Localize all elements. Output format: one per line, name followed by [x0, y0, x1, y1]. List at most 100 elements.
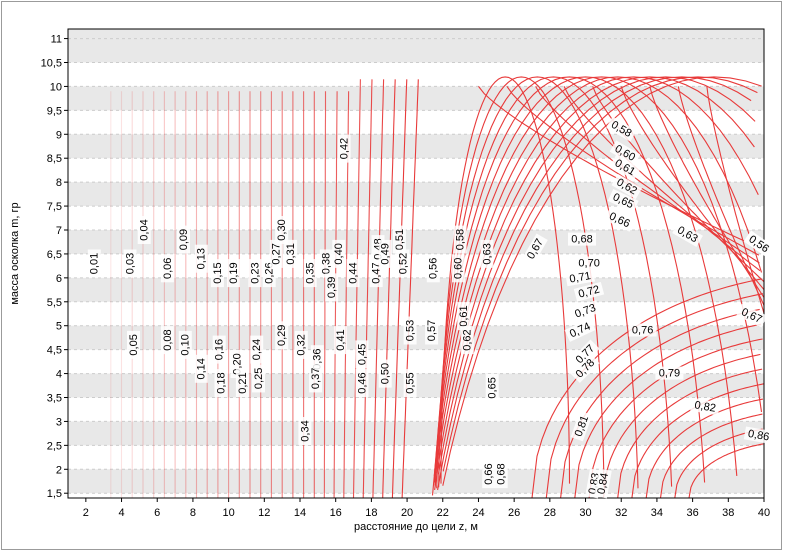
contour-label: 0,29 [276, 325, 288, 346]
contour-label-group: 0,55 [403, 369, 417, 398]
grid-band [68, 469, 764, 494]
x-tick-label: 36 [686, 507, 698, 519]
contour-label-group: 0,37 [309, 364, 323, 393]
x-tick-label: 38 [722, 507, 734, 519]
contour-label-group: 0,39 [325, 273, 339, 302]
contour-line [433, 76, 738, 476]
y-tick-label: 8 [56, 177, 62, 189]
y-tick-label: 6,5 [47, 249, 62, 261]
contour-label: 0,56 [428, 258, 440, 279]
x-tick-label: 22 [437, 507, 449, 519]
contour-label-bg [210, 259, 224, 288]
contour-label-group: 0,15 [210, 259, 224, 288]
contour-label: 0,61 [458, 305, 470, 326]
contour-label-bg [355, 340, 369, 369]
contour-label: 0,16 [214, 339, 226, 360]
contour-label-bg [570, 353, 600, 383]
contour-label-group: 0,06 [160, 254, 174, 283]
contour-label: 0,38 [321, 253, 333, 274]
contour-label: 0,40 [333, 243, 345, 264]
contour-label-bg [522, 233, 548, 265]
contour-label: 0,46 [356, 372, 368, 393]
contour-label: 0,71 [569, 270, 592, 286]
contour-label-bg [485, 373, 499, 402]
contour-label: 0,53 [405, 320, 417, 341]
contour-label-group: 0,05 [127, 330, 140, 359]
contour-label: 0,03 [124, 253, 136, 274]
contour-label-bg [284, 239, 298, 268]
contour-label: 0,14 [196, 358, 208, 379]
contour-line [440, 76, 571, 484]
contour-label-group: 0,19 [227, 259, 240, 288]
contour-label: 0,72 [577, 284, 601, 301]
x-axis-title: расстояние до цели z, м [354, 521, 478, 533]
contour-label-bg [607, 189, 639, 213]
x-tick-label: 14 [294, 507, 306, 519]
x-tick-label: 18 [365, 507, 377, 519]
contour-label-group: 0,76 [628, 323, 657, 337]
contour-label: 0,45 [356, 344, 368, 365]
contour-label-bg [655, 366, 684, 380]
contour-line [442, 76, 762, 486]
contour-line [706, 86, 765, 314]
contour-label-group: 0,63 [480, 239, 494, 268]
contour-label-group: 0,84 [594, 468, 612, 499]
contour-label-group: 0,60 [451, 254, 465, 283]
contour-label-bg [609, 154, 641, 180]
contour-label-bg [568, 232, 596, 246]
contour-label: 0,19 [228, 262, 240, 283]
contour-label-bg [672, 221, 703, 247]
contour-label-group: 0,04 [137, 216, 151, 244]
contour-label-group: 0,18 [214, 369, 228, 398]
contour-label: 0,73 [573, 302, 597, 321]
x-tick-label: 8 [190, 507, 196, 519]
contour-label-bg [252, 364, 265, 393]
contour-label-group: 0,52 [396, 249, 410, 278]
x-axis-ticks: 2 4 6 8 10 12 14 16 18 20 22 24 26 28 30 32 34 36 38 40 [83, 498, 770, 519]
contour-label-bg [178, 330, 192, 359]
contour-label-bg [275, 216, 289, 244]
contour-label: 0,76 [632, 324, 653, 336]
contour-label-group: 0,50 [378, 359, 392, 388]
contour-label-bg [609, 140, 641, 166]
contour-label-group: 0,49 [378, 239, 392, 268]
contour-line [431, 76, 763, 496]
contour-label-bg [250, 335, 264, 364]
y-tick-label: 9,5 [47, 105, 62, 117]
contour-label-group: 0,71 [565, 268, 596, 287]
contour-label: 0,62 [462, 329, 474, 350]
contour-label-bg [604, 208, 636, 232]
contour-label-bg [396, 249, 410, 278]
contour-label-group: 0,51 [392, 225, 406, 254]
contour-label-bg [248, 259, 262, 288]
contour-label-bg [137, 216, 151, 244]
x-tick-label: 20 [401, 507, 413, 519]
contour-line [531, 278, 762, 499]
contour-label-group: 0,01 [87, 249, 101, 278]
contour-labels: 0,01 0,03 0,04 0,05 0,06 0,08 0,09 0,10 0,13 0,14… [87, 116, 775, 499]
y-tick-label: 3 [56, 416, 62, 428]
contour-label-group: 0,42 [337, 134, 351, 163]
contour-label-group: 0,72 [573, 281, 605, 302]
contour-label: 0,86 [747, 428, 770, 444]
contour-label-group: 0,29 [275, 321, 289, 350]
contour-label-bg [457, 302, 471, 331]
grid-band [68, 182, 764, 207]
contour-label-group: 0,45 [355, 340, 369, 369]
contour-label: 0,65 [487, 377, 499, 398]
contour-label-bg [309, 364, 323, 393]
contour-label-bg [425, 316, 439, 345]
contour-label-group: 0,08 [160, 326, 174, 355]
contour-label: 0,63 [481, 243, 493, 264]
contour-line [382, 79, 396, 499]
contour-label-bg [177, 225, 190, 254]
contour-line [677, 86, 765, 306]
contour-label-group: 0,70 [575, 256, 604, 270]
contour-label-bg [227, 259, 240, 288]
contour-label-group: 0,32 [294, 330, 308, 359]
contour-label-bg [194, 354, 208, 383]
contour-label: 0,09 [178, 229, 190, 250]
contour-label-group: 0,66 [604, 208, 636, 232]
contour-label: 0,25 [253, 368, 265, 389]
